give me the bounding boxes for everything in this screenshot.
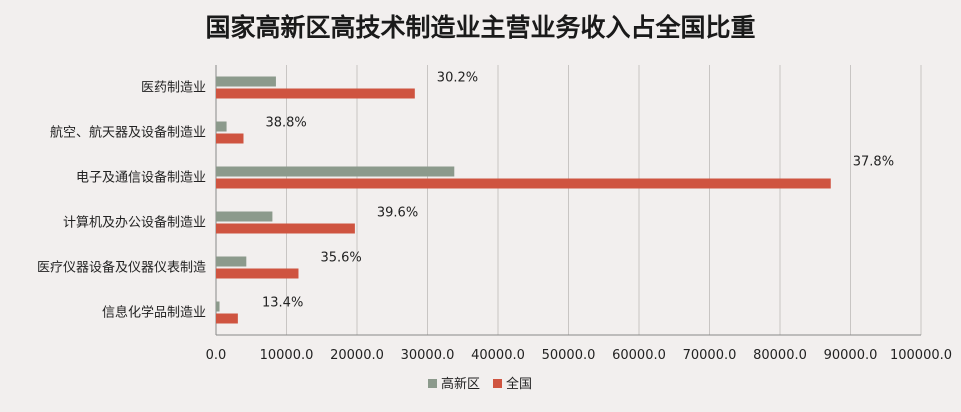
bar-gaoxinqu <box>216 256 247 267</box>
x-tick-label: 30000.0 <box>401 348 455 363</box>
x-tick-label: 70000.0 <box>683 348 737 363</box>
share-label: 35.6% <box>320 251 361 266</box>
legend-swatch <box>493 379 502 388</box>
category-label: 电子及通信设备制造业 <box>76 170 206 186</box>
x-tick-label: 0.0 <box>206 348 227 363</box>
category-label: 医疗仪器设备及仪器仪表制造 <box>37 260 206 276</box>
x-tick-label: 50000.0 <box>542 348 596 363</box>
x-tick-label: 90000.0 <box>824 348 878 363</box>
chart-title: 国家高新区高技术制造业主营业务收入占全国比重 <box>205 13 756 42</box>
bar-quanguo <box>216 178 831 189</box>
x-tick-label: 60000.0 <box>612 348 666 363</box>
bar-gaoxinqu <box>216 121 227 132</box>
x-tick-label: 40000.0 <box>471 348 525 363</box>
x-tick-label: 10000.0 <box>260 348 314 363</box>
category-label: 信息化学品制造业 <box>102 305 206 321</box>
category-label: 医药制造业 <box>141 81 206 96</box>
category-label: 计算机及办公设备制造业 <box>63 215 206 231</box>
bar-quanguo <box>216 133 244 144</box>
bar-gaoxinqu <box>216 301 220 312</box>
legend-label: 全国 <box>506 376 532 392</box>
x-tick-label: 80000.0 <box>753 348 807 363</box>
bar-gaoxinqu <box>216 166 455 177</box>
category-label: 航空、航天器及设备制造业 <box>50 125 206 141</box>
bar-gaoxinqu <box>216 211 273 222</box>
share-label: 30.2% <box>437 71 478 86</box>
share-label: 37.8% <box>853 155 894 170</box>
bar-quanguo <box>216 268 299 279</box>
x-tick-label: 100000.0 <box>890 348 952 363</box>
share-label: 38.8% <box>265 116 306 131</box>
share-label: 39.6% <box>377 206 418 221</box>
bar-quanguo <box>216 223 355 234</box>
legend-label: 高新区 <box>441 376 480 392</box>
bar-quanguo <box>216 313 238 324</box>
x-tick-label: 20000.0 <box>330 348 384 363</box>
legend-swatch <box>428 379 437 388</box>
bar-quanguo <box>216 88 415 99</box>
bar-gaoxinqu <box>216 76 276 87</box>
share-label: 13.4% <box>262 296 303 311</box>
